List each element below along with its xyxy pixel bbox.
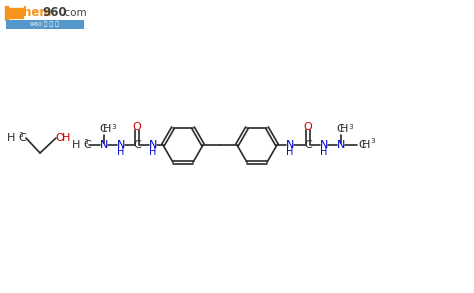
Text: O: O [55, 133, 64, 143]
Text: 3: 3 [348, 124, 353, 130]
Text: C: C [83, 140, 91, 150]
Text: N: N [149, 140, 157, 150]
Text: hem: hem [23, 6, 52, 20]
Text: 3: 3 [371, 138, 375, 144]
Text: H: H [117, 147, 125, 157]
FancyBboxPatch shape [6, 20, 84, 29]
Text: C: C [18, 133, 26, 143]
Text: H: H [62, 133, 70, 143]
Text: C: C [99, 124, 107, 134]
Text: C: C [336, 124, 344, 134]
Text: N: N [100, 140, 108, 150]
Text: H: H [7, 133, 15, 143]
Text: 960: 960 [42, 6, 67, 20]
Text: H: H [286, 147, 294, 157]
Text: .com: .com [62, 8, 88, 18]
Text: 960 化 工 网: 960 化 工 网 [30, 22, 60, 27]
Text: O: O [133, 122, 141, 132]
Polygon shape [5, 6, 23, 20]
Text: H: H [362, 140, 370, 150]
Text: H: H [340, 124, 348, 134]
Text: C: C [304, 140, 312, 150]
Text: C: C [358, 140, 366, 150]
Text: H: H [320, 147, 328, 157]
Text: O: O [304, 122, 312, 132]
Text: N: N [337, 140, 345, 150]
Text: N: N [117, 140, 125, 150]
Text: 3: 3 [83, 139, 88, 145]
Text: 3: 3 [18, 132, 23, 138]
Text: 3: 3 [111, 124, 116, 130]
Text: N: N [320, 140, 328, 150]
Text: H: H [149, 147, 157, 157]
Text: H: H [72, 140, 80, 150]
Text: N: N [286, 140, 294, 150]
Text: H: H [103, 124, 111, 134]
Text: C: C [133, 140, 141, 150]
